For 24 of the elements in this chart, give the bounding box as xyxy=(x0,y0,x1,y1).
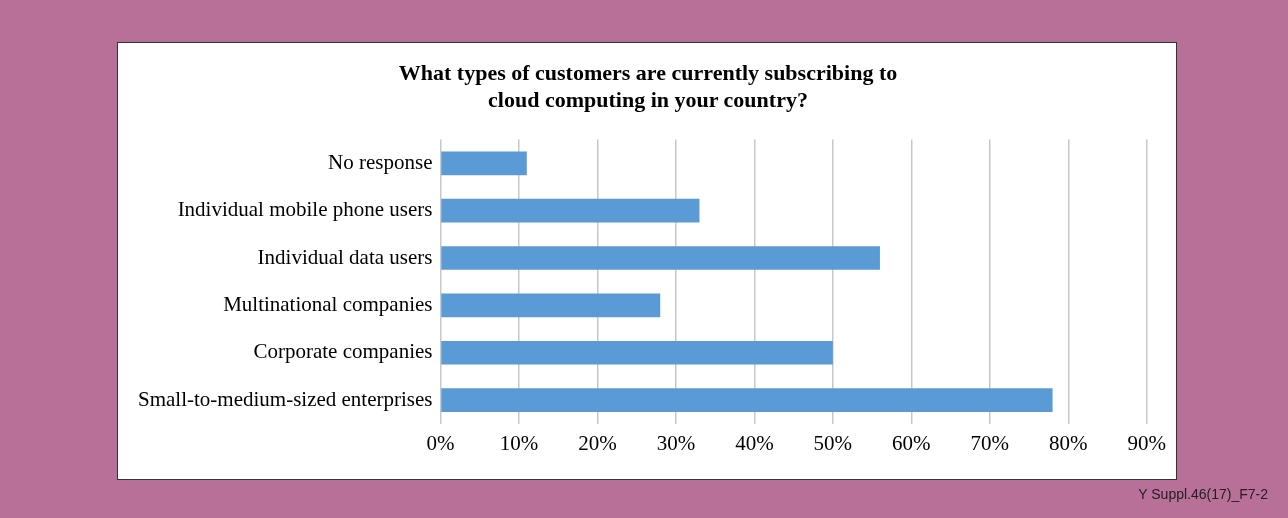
x-tick-label: 40% xyxy=(735,430,774,455)
x-tick-label: 10% xyxy=(499,430,539,455)
chart-title: What types of customers are currently subscribing to cloud computing in your country? xyxy=(398,59,898,113)
bar xyxy=(441,198,700,223)
x-tick-label: 20% xyxy=(578,430,617,455)
bar xyxy=(441,388,1053,412)
x-tick-label: 80% xyxy=(1049,430,1088,455)
x-tick-label: 60% xyxy=(892,430,931,455)
y-tick-label: Individual mobile phone users xyxy=(177,197,433,222)
y-tick-label: Multinational companies xyxy=(223,291,433,316)
y-tick-label: Corporate companies xyxy=(253,339,433,364)
bar xyxy=(441,246,880,270)
y-tick-label: Small-to-medium-sized enterprises xyxy=(137,386,433,411)
bar xyxy=(441,340,833,365)
bar xyxy=(441,151,527,176)
x-tick-label: 0% xyxy=(426,430,455,455)
y-tick-label: No response xyxy=(328,149,433,174)
bar xyxy=(441,293,661,318)
y-tick-label: Individual data users xyxy=(257,244,433,269)
x-tick-label: 50% xyxy=(813,430,853,455)
x-tick-label: 70% xyxy=(970,430,1010,455)
x-tick-label: 90% xyxy=(1127,430,1166,455)
x-tick-label: 30% xyxy=(656,430,696,455)
text: Y Suppl.46(17)_F7-2 xyxy=(1138,486,1268,502)
